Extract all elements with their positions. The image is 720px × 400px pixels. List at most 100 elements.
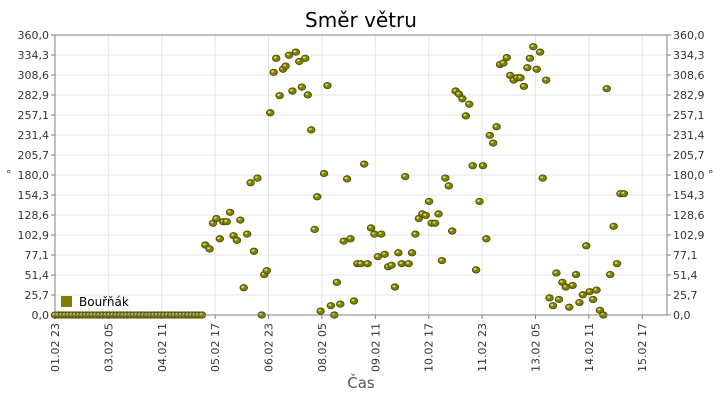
data-point-highlight: [540, 176, 544, 179]
y-tick-label-left: 360,0: [18, 29, 50, 42]
data-point: [236, 216, 245, 224]
data-point: [332, 278, 342, 286]
data-point: [275, 92, 284, 100]
data-point: [535, 48, 545, 56]
data-point: [346, 235, 355, 243]
data-point-highlight: [463, 113, 467, 117]
data-point: [488, 139, 498, 147]
data-point: [545, 294, 554, 302]
y-tick-label-right: 282,9: [673, 89, 705, 102]
y-tick-label-left: 128,6: [18, 209, 50, 222]
y-tick-label-left: 282,9: [18, 89, 50, 102]
data-point-highlight: [563, 285, 567, 288]
data-point-highlight: [537, 50, 541, 53]
data-point: [571, 270, 581, 279]
data-point: [225, 208, 235, 216]
data-point-highlight: [521, 84, 525, 87]
data-point: [313, 193, 322, 201]
y-tick-label-left: 51,4: [25, 269, 50, 282]
data-point-highlight: [348, 236, 351, 240]
data-point: [554, 295, 564, 304]
y-tick-label-left: 0,0: [32, 309, 50, 322]
data-point-highlight: [248, 180, 252, 184]
y-tick-label-right: 360,0: [673, 29, 705, 42]
y-tick-label-right: 128,6: [673, 209, 705, 222]
y-tick-label-right: 308,6: [673, 69, 705, 82]
data-point-highlight: [477, 199, 480, 202]
data-point-highlight: [328, 303, 332, 306]
y-tick-label-left: 25,7: [25, 289, 50, 302]
data-point: [538, 174, 547, 182]
data-point-highlight: [524, 65, 528, 68]
x-tick-label: 01.02 23: [49, 323, 62, 372]
data-point: [458, 95, 467, 103]
data-point-highlight: [372, 232, 375, 235]
data-point: [552, 269, 561, 277]
data-point: [485, 131, 494, 139]
data-point: [394, 249, 403, 257]
data-point-highlight: [409, 250, 413, 254]
x-tick-label: 15.02 17: [636, 323, 649, 372]
data-point: [342, 175, 352, 183]
data-point-highlight: [251, 249, 255, 252]
data-point: [612, 260, 622, 268]
y-tick-label-right: 180,0: [673, 169, 705, 182]
data-point-highlight: [244, 232, 248, 235]
data-point: [232, 236, 242, 244]
data-point: [363, 260, 372, 268]
data-point: [360, 160, 369, 168]
data-point: [281, 62, 290, 70]
data-point-highlight: [413, 232, 416, 235]
data-point: [303, 91, 313, 99]
data-point: [578, 291, 588, 299]
data-point-highlight: [231, 233, 234, 236]
data-point: [253, 174, 262, 182]
data-point: [380, 250, 389, 258]
data-point-highlight: [590, 297, 594, 300]
data-point: [246, 179, 255, 187]
data-point-highlight: [318, 309, 322, 312]
data-point-highlight: [527, 56, 531, 59]
y-axis-right: 0,0 25,7 51,4 77,1 102,9 128,6 154,3 180,0 205,7…: [667, 29, 705, 322]
data-point-highlight: [382, 252, 386, 255]
data-point-highlight: [399, 261, 403, 264]
data-point-highlight: [416, 216, 420, 219]
data-point: [605, 270, 615, 279]
data-point: [434, 210, 443, 218]
data-point: [541, 76, 551, 84]
data-point-highlight: [426, 199, 430, 202]
data-point-highlight: [273, 56, 277, 59]
data-point: [242, 230, 252, 238]
data-point-highlight: [494, 124, 497, 128]
data-point-highlight: [271, 70, 275, 73]
data-point-highlight: [321, 171, 325, 174]
data-point: [532, 65, 541, 73]
data-point: [205, 245, 214, 253]
x-tick-label: 08.02 05: [316, 323, 329, 372]
x-tick-label: 10.02 17: [423, 323, 436, 372]
data-point-highlight: [604, 86, 608, 89]
plot-frame: [54, 34, 668, 316]
y-axis-label-right: °: [708, 168, 714, 181]
data-point: [316, 307, 325, 315]
data-point-highlight: [530, 44, 534, 47]
data-point: [215, 235, 225, 243]
data-point: [444, 182, 453, 190]
data-point-highlight: [456, 92, 460, 95]
data-point-highlight: [594, 288, 597, 291]
data-point-highlight: [302, 56, 306, 59]
data-point-highlight: [365, 261, 369, 264]
data-point-highlight: [210, 221, 214, 224]
data-point: [349, 297, 359, 305]
data-point: [326, 302, 336, 310]
data-point-highlight: [237, 218, 241, 221]
data-point-highlight: [227, 210, 231, 213]
data-point-highlight: [255, 176, 258, 179]
data-point: [529, 43, 538, 51]
data-point-highlight: [559, 280, 563, 283]
legend-swatch: [61, 296, 72, 307]
x-tick-label: 13.02 05: [529, 323, 542, 372]
data-point: [561, 283, 570, 291]
data-point: [401, 172, 410, 181]
data-point-highlight: [518, 75, 521, 79]
